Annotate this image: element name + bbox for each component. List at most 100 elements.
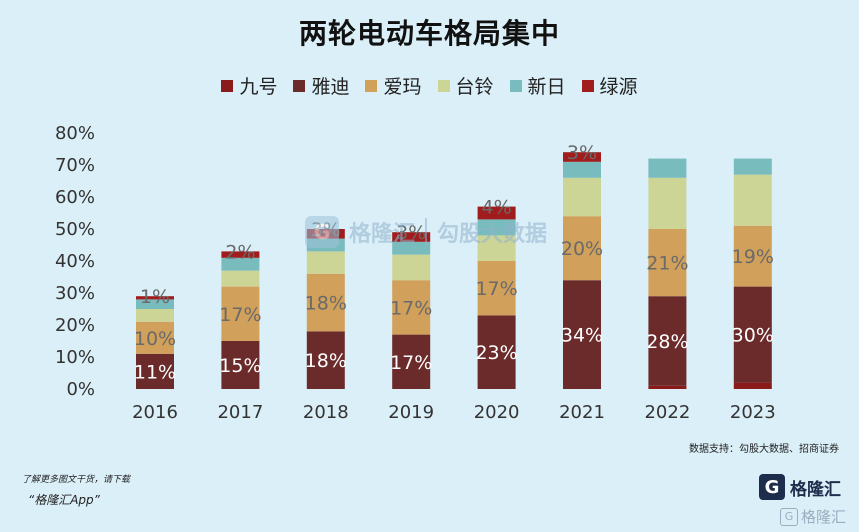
legend-item: 雅迪 [293, 72, 349, 99]
x-tick-label: 2023 [730, 402, 776, 423]
bar-segment-2019-新日 [392, 241, 431, 255]
bar-segment-2017-雅迪 [221, 341, 260, 389]
bar-segment-2021-台铃 [563, 177, 601, 217]
bar-segment-2016-雅迪 [136, 353, 174, 389]
legend-swatch [293, 79, 306, 92]
watermark: G 格隆汇 勾股大数据 [305, 216, 547, 248]
legend-item: 台铃 [437, 72, 494, 99]
watermark-site: 勾股大数据 [437, 222, 548, 247]
data-label: 17% [219, 304, 261, 326]
bar-segment-2022-台铃 [648, 177, 687, 229]
brand-watermark-icon: G [780, 507, 798, 526]
legend-label: 绿源 [599, 76, 638, 98]
legend-label: 台铃 [455, 76, 494, 98]
data-label: 30% [732, 325, 774, 347]
data-label: 15% [219, 355, 261, 377]
x-tick-label: 2016 [132, 402, 178, 423]
bar-segment-2018-雅迪 [306, 331, 345, 389]
legend-item: 新日 [509, 72, 566, 99]
data-label: 18% [305, 350, 347, 372]
y-tick-label: 60% [55, 187, 95, 208]
y-tick-label: 40% [55, 251, 95, 272]
legend-item: 九号 [221, 72, 277, 99]
bar-segment-2016-台铃 [136, 309, 174, 322]
legend-swatch [365, 79, 378, 92]
y-tick-label: 50% [55, 219, 95, 240]
bar-segment-2023-爱玛 [733, 225, 772, 287]
x-tick-label: 2020 [474, 402, 520, 423]
y-tick-label: 20% [55, 315, 95, 336]
bar-segment-2021-新日 [563, 161, 601, 178]
brand-watermark: G 格隆汇 [780, 506, 846, 527]
bar-segment-2021-雅迪 [563, 280, 601, 389]
legend-swatch [221, 79, 234, 92]
bar-segment-2019-爱玛 [392, 280, 431, 335]
brand-logo: G 格隆汇 [759, 474, 841, 500]
legend-swatch [509, 79, 522, 92]
legend-label: 雅迪 [311, 76, 350, 98]
bar-segment-2020-绿源 [477, 206, 516, 220]
bar-segment-2019-雅迪 [392, 334, 431, 389]
data-label: 17% [390, 297, 432, 319]
y-tick-label: 70% [55, 155, 95, 176]
bar-segment-2020-新日 [477, 219, 516, 236]
bar-segment-2023-台铃 [733, 174, 772, 226]
data-label: 34% [561, 325, 603, 347]
x-tick-label: 2022 [644, 402, 690, 423]
y-tick-label: 0% [66, 379, 95, 400]
data-label: 11% [134, 361, 176, 383]
x-tick-label: 2017 [217, 402, 263, 423]
bar-segment-2023-雅迪 [733, 286, 772, 383]
data-label: 20% [561, 238, 603, 260]
watermark-divider [425, 218, 428, 246]
data-label: 10% [134, 328, 176, 350]
bar-segment-2016-绿源 [136, 296, 174, 300]
y-tick-label: 80% [55, 123, 95, 144]
bar-segment-2021-爱玛 [563, 216, 601, 281]
bar-segment-2017-绿源 [221, 251, 260, 258]
bar-segment-2019-绿源 [392, 232, 431, 242]
legend-label: 九号 [239, 76, 278, 98]
chart-title: 两轮电动车格局集中 [298, 17, 560, 50]
y-tick-label: 10% [55, 347, 95, 368]
bar-segment-2017-爱玛 [221, 286, 260, 341]
data-label: 2% [225, 241, 255, 263]
data-label: 18% [305, 293, 347, 315]
bar-segment-2023-九号 [733, 382, 772, 389]
legend-swatch [581, 79, 594, 92]
bar-segment-2020-雅迪 [477, 315, 516, 389]
data-label: 23% [475, 342, 517, 364]
footer-app-name: “格隆汇App” [28, 493, 100, 507]
watermark-logo-icon: G [305, 216, 339, 248]
bar-segment-2020-台铃 [477, 235, 516, 261]
bar-segment-2021-绿源 [563, 152, 601, 162]
data-label: 1% [140, 286, 170, 308]
y-tick-label: 30% [55, 283, 95, 304]
chart-legend: 九号 雅迪 爱玛 台铃 新日 绿源 [0, 72, 859, 99]
bar-segment-2022-爱玛 [648, 229, 687, 297]
bar-segment-2017-台铃 [221, 270, 260, 287]
data-label: 17% [475, 278, 517, 300]
stacked-bar-chart: 0% 10% 20% 30% 40% 50% 60% 70% 80% 11% 10% 1% 2016 15… [55, 123, 776, 423]
bar-segment-2022-九号 [648, 385, 687, 389]
data-label: 28% [646, 331, 688, 353]
data-label: 19% [732, 246, 774, 268]
data-label: 21% [646, 253, 688, 275]
bar-segment-2018-爱玛 [306, 273, 345, 332]
legend-item: 绿源 [581, 72, 638, 99]
bar-segment-2022-雅迪 [648, 296, 687, 386]
legend-label: 新日 [527, 76, 566, 98]
legend-item: 爱玛 [365, 72, 422, 99]
bar-segment-2016-爱玛 [136, 321, 174, 354]
footer-note: 了解更多图文干货，请下载 [22, 475, 131, 485]
bar-segment-2022-新日 [648, 158, 687, 178]
data-label: 3% [567, 142, 597, 164]
legend-swatch [437, 79, 450, 92]
data-label: 4% [482, 197, 512, 219]
bar-segment-2017-新日 [221, 257, 260, 271]
bar-segment-2019-台铃 [392, 254, 431, 281]
x-tick-label: 2021 [559, 402, 605, 423]
data-source: 数据支持：勾股大数据、招商证券 [689, 444, 839, 455]
legend-label: 爱玛 [383, 76, 422, 98]
brand-name: 格隆汇 [790, 479, 841, 500]
